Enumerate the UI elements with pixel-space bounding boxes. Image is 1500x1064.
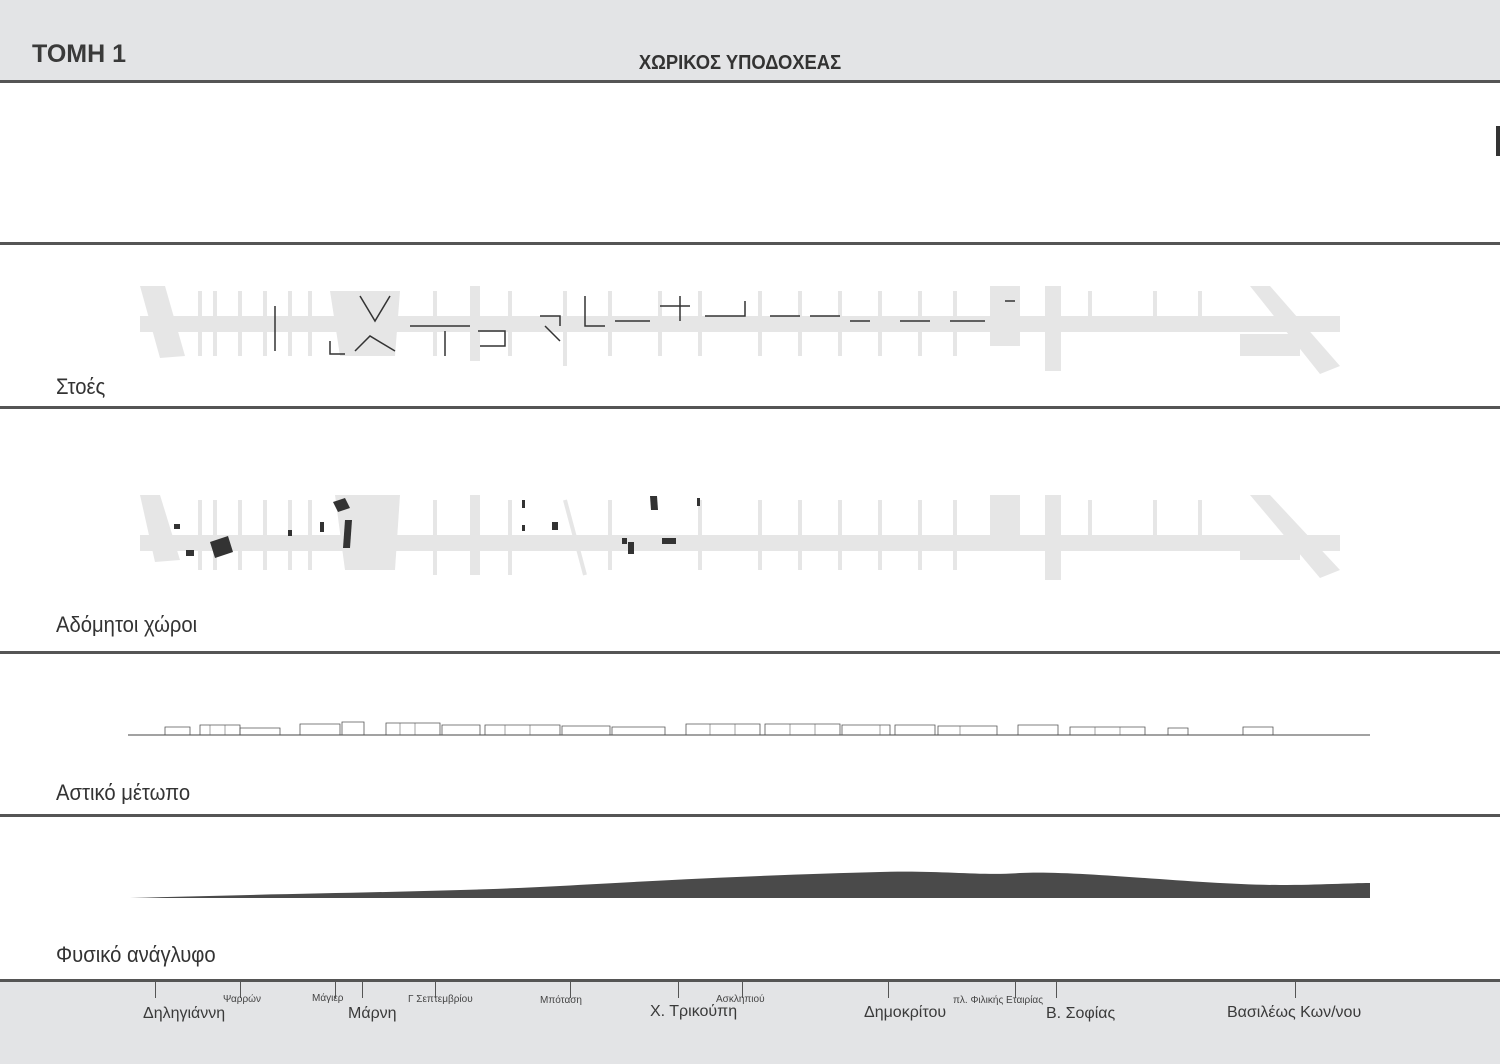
edge-marker <box>1496 126 1500 156</box>
street-label-main: Βασιλέως Κων/νου <box>1227 1004 1362 1021</box>
street-label-minor: Ψαρρών <box>223 994 261 1005</box>
page-title: ΤΟΜΗ 1 <box>32 40 126 68</box>
row-separator <box>0 406 1500 409</box>
street-axis: Δηληγιάννη Μάρνη Χ. Τρικούπη Δημοκρίτου … <box>0 979 1500 1064</box>
street-label-main: Δημοκρίτου <box>864 1004 947 1021</box>
street-label-minor: Ασκληπιού <box>716 994 765 1005</box>
row-separator <box>0 814 1500 817</box>
street-label-main: Δηληγιάννη <box>143 1005 226 1022</box>
row-label-terrain: Φυσικό ανάγλυφο <box>56 942 216 967</box>
open-spaces-plan <box>140 495 1340 580</box>
street-label-minor: Γ Σεπτεμβρίου <box>408 994 473 1005</box>
street-label-main: Χ. Τρικούπη <box>650 1003 738 1020</box>
street-label-main: Μάρνη <box>348 1005 397 1022</box>
terrain-profile <box>130 871 1370 898</box>
arcades-plan <box>140 286 1340 374</box>
row-label-urban-front: Αστικό μέτωπο <box>56 780 191 805</box>
header-band: ΤΟΜΗ 1 ΧΩΡΙΚΟΣ ΥΠΟΔΟΧΕΑΣ <box>0 0 1500 83</box>
street-label-minor: Μάγιερ <box>312 993 344 1004</box>
row-separator <box>0 242 1500 245</box>
street-label-minor: Μπόταση <box>540 995 582 1006</box>
urban-front-elevation <box>128 721 1370 736</box>
row-label-arcades: Στοές <box>56 374 106 399</box>
row-label-open-spaces: Αδόμητοι χώροι <box>56 612 198 637</box>
section-subtitle: ΧΩΡΙΚΟΣ ΥΠΟΔΟΧΕΑΣ <box>638 52 842 74</box>
street-label-minor: πλ. Φιλικής Εταιρίας <box>953 995 1044 1006</box>
street-label-main: Β. Σοφίας <box>1046 1005 1116 1022</box>
row-separator <box>0 651 1500 654</box>
